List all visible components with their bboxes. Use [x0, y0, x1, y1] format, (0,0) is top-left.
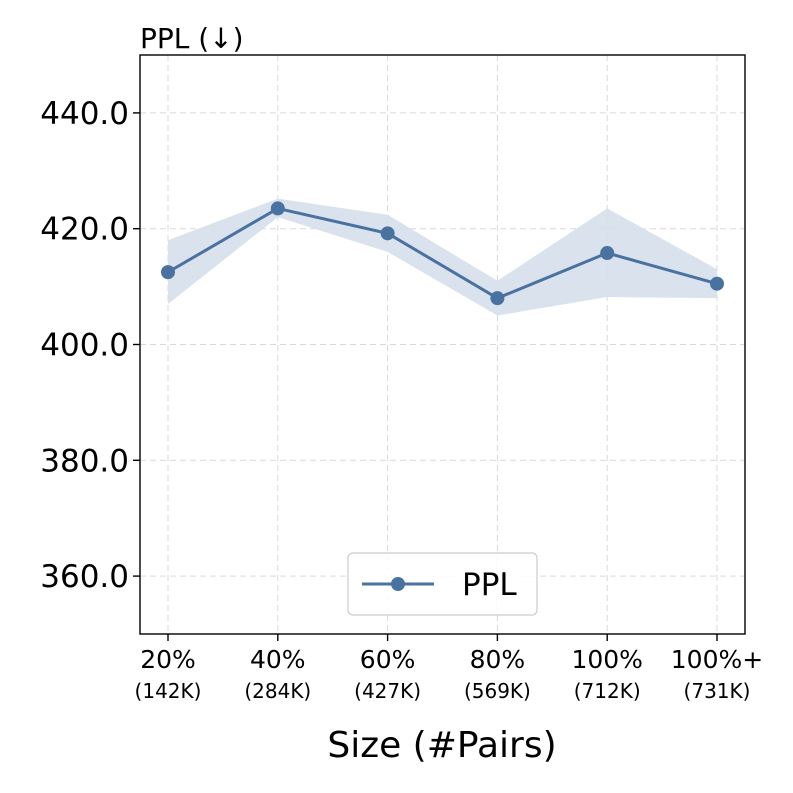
data-point	[380, 226, 395, 241]
x-tick-label: 20%	[140, 645, 196, 674]
grid	[140, 55, 745, 634]
x-tick-sublabel: (712K)	[574, 679, 641, 703]
data-point	[161, 265, 175, 280]
series-line-ppl	[167, 206, 718, 300]
confidence-band	[168, 198, 717, 316]
x-tick-label: 40%	[250, 645, 306, 674]
x-tick-label: 100%+	[671, 645, 763, 674]
x-tick-label: 100%	[571, 645, 642, 674]
confidence-band-layer	[168, 198, 717, 316]
data-point	[270, 201, 285, 216]
legend-marker-swatch	[391, 577, 405, 591]
series-line-layer	[167, 206, 718, 300]
x-tick-label: 80%	[470, 645, 526, 674]
legend-box	[347, 552, 538, 616]
y-tick-label: 440.0	[40, 96, 129, 132]
y-tick-label: 360.0	[40, 559, 129, 595]
y-tick-label: 380.0	[40, 443, 129, 479]
legend: PPL	[347, 552, 538, 616]
x-axis-ticks: 20% (142K) 40% (284K) 60% (427K) 80% (569K) 100%…	[135, 634, 763, 703]
y-tick-label: 400.0	[40, 328, 129, 364]
x-tick-sublabel: (142K)	[135, 679, 202, 703]
y-tick-label: 420.0	[40, 212, 129, 248]
x-tick-sublabel: (569K)	[464, 679, 531, 703]
y-axis-label: PPL (↓)	[140, 22, 244, 55]
legend-entry-ppl: PPL	[462, 567, 517, 603]
x-tick-sublabel: (284K)	[244, 679, 311, 703]
x-tick-label: 60%	[360, 645, 416, 674]
x-axis-label: Size (#Pairs)	[327, 725, 556, 766]
x-tick-sublabel: (731K)	[684, 679, 751, 703]
series-points-layer	[161, 201, 724, 306]
x-tick-sublabel: (427K)	[354, 679, 421, 703]
data-point	[710, 276, 724, 291]
y-axis-ticks: 360.0 380.0 400.0 420.0 440.0	[40, 96, 140, 595]
data-point	[600, 246, 615, 261]
data-point	[490, 291, 505, 306]
